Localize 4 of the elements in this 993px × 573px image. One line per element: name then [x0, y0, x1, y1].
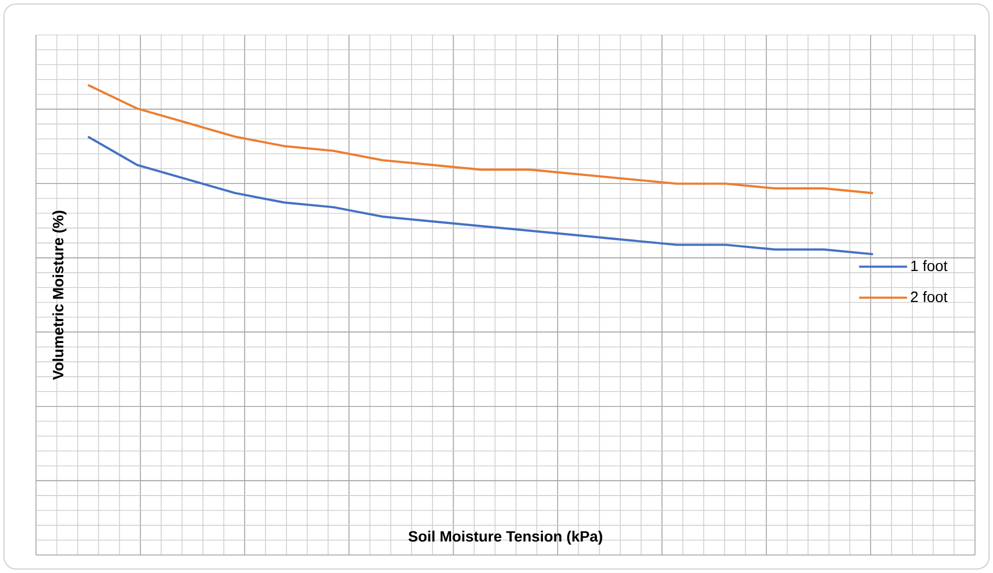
- y-axis-title: Volumetric Moisture (%): [52, 210, 66, 380]
- x-axis-title: Soil Moisture Tension (kPa): [408, 530, 602, 545]
- legend-label: 1 foot: [911, 260, 948, 272]
- legend-label: 2 foot: [910, 291, 948, 302]
